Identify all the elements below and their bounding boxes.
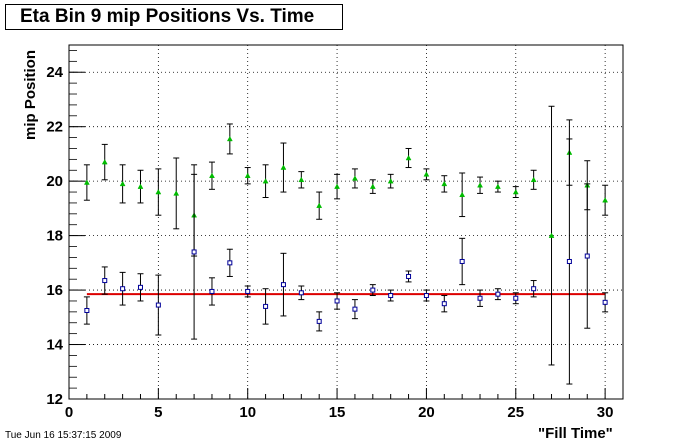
data-point-triangle [298, 176, 305, 183]
x-axis-label: "Fill Time" [538, 425, 613, 442]
data-point-square [388, 293, 394, 299]
data-point-triangle [387, 178, 394, 184]
data-point-triangle [334, 183, 340, 189]
y-tick-label: 18 [46, 228, 63, 245]
data-point-square [602, 299, 608, 305]
y-tick-label: 24 [46, 64, 63, 81]
y-tick-label: 14 [46, 337, 63, 354]
x-tick-label: 25 [507, 404, 524, 421]
data-point-square [370, 287, 376, 293]
data-point-square [191, 249, 197, 255]
data-point-triangle [137, 183, 144, 189]
data-point-triangle [548, 232, 555, 238]
data-point-triangle [369, 183, 376, 189]
data-point-triangle [352, 175, 358, 181]
data-point-triangle [494, 183, 501, 189]
data-point-triangle [83, 179, 90, 185]
data-point-square [584, 253, 590, 259]
data-point-triangle [209, 172, 215, 178]
timestamp: Tue Jun 16 15:37:15 2009 [5, 430, 122, 441]
data-point-triangle [280, 164, 287, 170]
data-point-triangle [477, 182, 483, 188]
y-tick-label: 20 [46, 173, 63, 190]
data-point-square [423, 293, 429, 299]
data-point-triangle [119, 180, 126, 187]
plot-frame [68, 44, 624, 400]
y-axis-label: mip Position [22, 50, 39, 140]
x-tick-label: 0 [65, 404, 73, 421]
data-point-square [120, 286, 126, 292]
data-point-triangle [602, 197, 609, 203]
data-point-square [352, 306, 358, 312]
data-point-triangle [316, 202, 323, 208]
data-point-square [316, 318, 322, 324]
data-point-square [263, 303, 269, 309]
data-point-triangle [530, 176, 537, 183]
data-point-triangle [262, 178, 269, 184]
data-point-square [531, 286, 537, 292]
data-point-square [298, 290, 304, 296]
data-point-square [566, 258, 572, 264]
data-point-square [477, 295, 483, 301]
data-point-square [495, 291, 501, 297]
data-point-triangle [226, 135, 233, 142]
x-tick-label: 20 [418, 404, 435, 421]
x-tick-label: 30 [597, 404, 614, 421]
data-point-triangle [459, 191, 466, 198]
y-tick-label: 12 [46, 391, 63, 408]
data-point-triangle [423, 171, 430, 177]
data-point-triangle [405, 154, 412, 161]
data-point-square [280, 282, 286, 288]
data-point-square [227, 260, 233, 266]
chart-title: Eta Bin 9 mip Positions Vs. Time [5, 4, 343, 30]
data-point-triangle [101, 159, 108, 165]
data-point-square [406, 273, 412, 279]
data-point-triangle [441, 180, 448, 187]
data-point-square [102, 278, 108, 284]
data-point-triangle [173, 190, 180, 196]
data-point-square [84, 308, 90, 313]
data-point-triangle [244, 172, 251, 178]
data-point-square [334, 298, 340, 304]
x-tick-label: 15 [329, 404, 346, 421]
data-point-square [459, 258, 465, 264]
data-point-square [209, 288, 215, 294]
y-tick-label: 22 [46, 119, 63, 136]
y-tick-label: 16 [46, 282, 63, 299]
data-point-triangle [512, 189, 519, 195]
x-tick-label: 10 [239, 404, 256, 421]
x-tick-label: 5 [154, 404, 162, 421]
data-point-square [441, 301, 447, 307]
data-point-square [245, 288, 251, 294]
data-point-square [137, 284, 143, 290]
data-point-square [155, 302, 161, 308]
data-point-square [513, 295, 519, 301]
data-point-triangle [155, 189, 162, 195]
